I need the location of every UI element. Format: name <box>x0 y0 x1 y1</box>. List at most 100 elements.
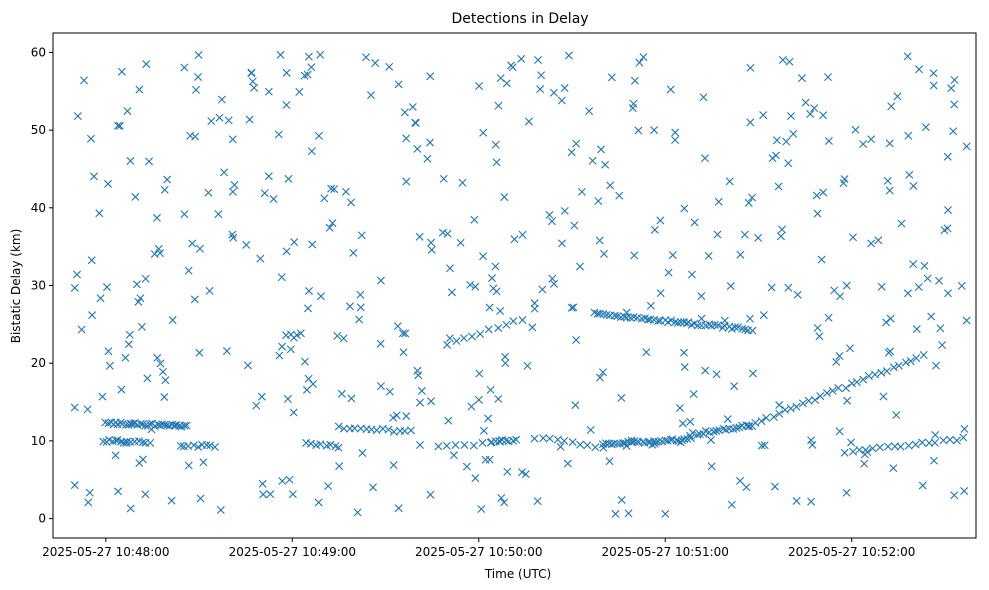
detection-point <box>656 216 665 225</box>
detection-point <box>136 419 145 428</box>
detection-point <box>664 268 673 277</box>
detection-point <box>177 422 186 431</box>
detection-point <box>228 135 237 144</box>
detection-point <box>228 187 237 196</box>
detection-point <box>467 332 476 341</box>
detection-point <box>400 108 409 117</box>
detection-point <box>859 375 868 384</box>
detection-point <box>500 498 509 507</box>
detection-point <box>894 361 903 370</box>
detection-point <box>182 421 191 430</box>
detection-point <box>451 440 460 449</box>
detection-point <box>104 347 113 356</box>
detection-point <box>775 409 784 418</box>
detection-point <box>259 490 268 499</box>
detection-point <box>138 438 147 447</box>
detection-point <box>283 394 292 403</box>
detection-point <box>744 198 753 207</box>
detection-point <box>886 314 895 323</box>
detection-point <box>868 444 877 453</box>
detection-point <box>919 350 928 359</box>
detection-point <box>156 359 165 368</box>
detection-point <box>676 438 685 447</box>
detection-point <box>417 386 426 395</box>
detection-point <box>661 509 670 518</box>
detection-point <box>376 339 385 348</box>
detection-point <box>376 276 385 285</box>
detection-point <box>760 441 769 450</box>
detection-point <box>885 139 894 148</box>
detection-point <box>882 318 891 327</box>
detection-point <box>385 387 394 396</box>
detection-point <box>256 254 265 263</box>
detection-point <box>296 329 305 338</box>
detection-point <box>371 59 380 68</box>
detection-point <box>86 134 95 143</box>
detection-point <box>842 281 851 290</box>
detection-point <box>586 425 595 434</box>
detection-point <box>676 318 685 327</box>
detection-point <box>884 348 893 357</box>
detection-point <box>492 287 501 296</box>
detection-point <box>950 491 959 500</box>
detection-point <box>117 385 126 394</box>
detection-point <box>194 51 203 60</box>
detection-point <box>188 239 197 248</box>
detection-point <box>443 229 452 238</box>
detection-point <box>560 84 569 93</box>
y-tick-label: 30 <box>31 279 46 293</box>
detection-point <box>314 131 323 140</box>
detection-point <box>807 436 816 445</box>
y-tick-label: 60 <box>31 45 46 59</box>
detection-point <box>385 62 394 71</box>
detection-point <box>701 366 710 375</box>
detection-point <box>680 363 689 372</box>
detection-point <box>411 119 420 128</box>
detection-point <box>478 438 487 447</box>
detection-point <box>712 426 721 435</box>
detection-point <box>770 482 779 491</box>
detection-point <box>80 76 89 85</box>
detection-point <box>488 274 496 283</box>
detection-point <box>98 392 107 401</box>
detection-point <box>502 79 511 88</box>
detection-point <box>503 467 512 476</box>
detection-point <box>413 144 422 153</box>
detection-point <box>426 490 435 499</box>
detection-point <box>754 233 763 242</box>
detection-point <box>114 487 123 496</box>
detection-point <box>442 441 451 450</box>
detection-point <box>932 361 941 370</box>
detection-point <box>349 248 358 257</box>
detection-point <box>326 440 335 449</box>
detection-point <box>806 110 815 119</box>
detection-point <box>813 323 822 332</box>
detection-point <box>115 121 124 130</box>
detection-point <box>785 57 794 66</box>
detection-point <box>624 509 633 518</box>
detection-point <box>842 488 851 497</box>
detection-point <box>471 474 480 483</box>
detection-point <box>962 142 971 151</box>
detection-point <box>615 191 624 200</box>
detection-point <box>602 310 611 319</box>
detection-point <box>918 438 927 447</box>
detection-point <box>571 401 580 410</box>
detection-point <box>304 52 313 61</box>
detection-point <box>549 88 558 97</box>
detection-point <box>671 128 680 137</box>
detection-point <box>135 85 144 94</box>
detection-point <box>475 369 484 378</box>
detection-point <box>748 369 757 378</box>
detection-point <box>714 197 723 206</box>
detection-point <box>143 374 152 383</box>
detection-point <box>137 322 146 331</box>
detection-point <box>690 218 699 227</box>
detection-point <box>282 100 291 109</box>
detection-point <box>918 481 927 490</box>
x-tick-label: 2025-05-27 10:52:00 <box>788 545 915 559</box>
detection-point <box>911 440 920 449</box>
detection-point <box>804 396 813 405</box>
detection-point <box>356 290 365 299</box>
